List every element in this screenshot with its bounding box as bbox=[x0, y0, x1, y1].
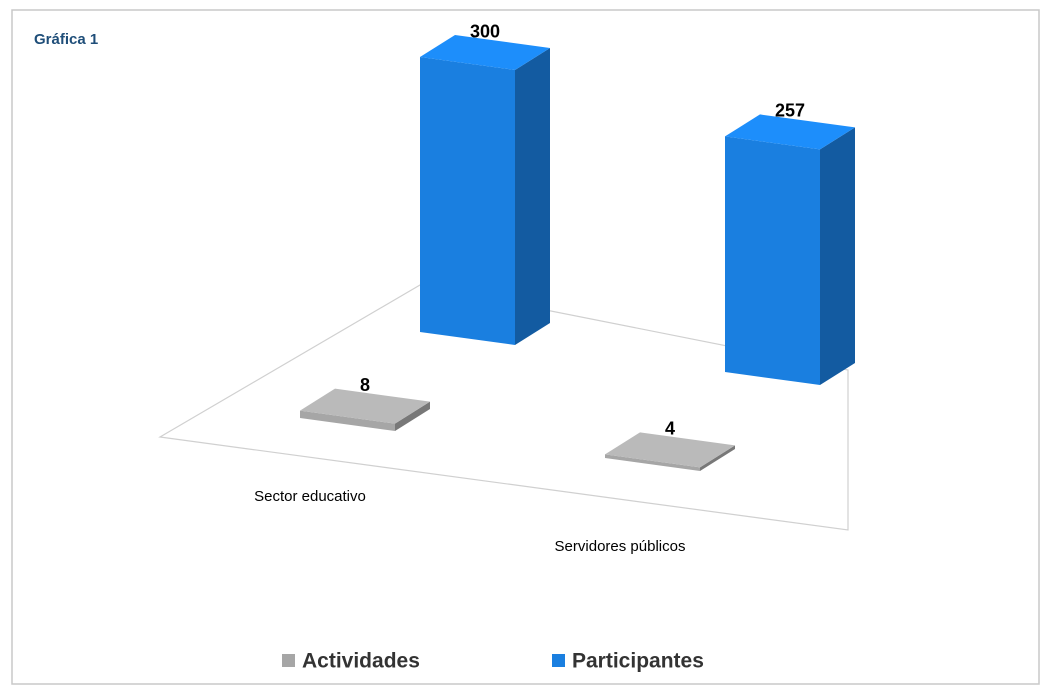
bar-front bbox=[300, 410, 395, 431]
data-label: 257 bbox=[775, 101, 805, 121]
chart-title: Gráfica 1 bbox=[34, 31, 98, 48]
bar-top bbox=[725, 114, 855, 150]
legend-label: Actividades bbox=[302, 650, 420, 673]
bar-top bbox=[420, 35, 550, 70]
legend-swatch bbox=[552, 654, 565, 667]
legend-swatch bbox=[282, 654, 295, 667]
floor bbox=[158, 284, 849, 531]
data-label: 300 bbox=[470, 21, 500, 41]
data-label: 4 bbox=[665, 419, 675, 439]
x-tick-label: Sector educativo bbox=[254, 488, 366, 505]
legend-label: Participantes bbox=[572, 650, 704, 673]
data-label: 8 bbox=[360, 375, 370, 395]
bar-side bbox=[395, 401, 430, 431]
bar-top bbox=[605, 432, 735, 468]
bar-side bbox=[820, 127, 855, 386]
bar-front bbox=[725, 136, 820, 385]
bar-front bbox=[420, 57, 515, 345]
bar-side bbox=[515, 48, 550, 345]
bar-side bbox=[700, 445, 735, 471]
bar-top bbox=[300, 388, 430, 424]
x-tick-label: Servidores públicos bbox=[555, 538, 686, 555]
bar-front bbox=[605, 454, 700, 471]
